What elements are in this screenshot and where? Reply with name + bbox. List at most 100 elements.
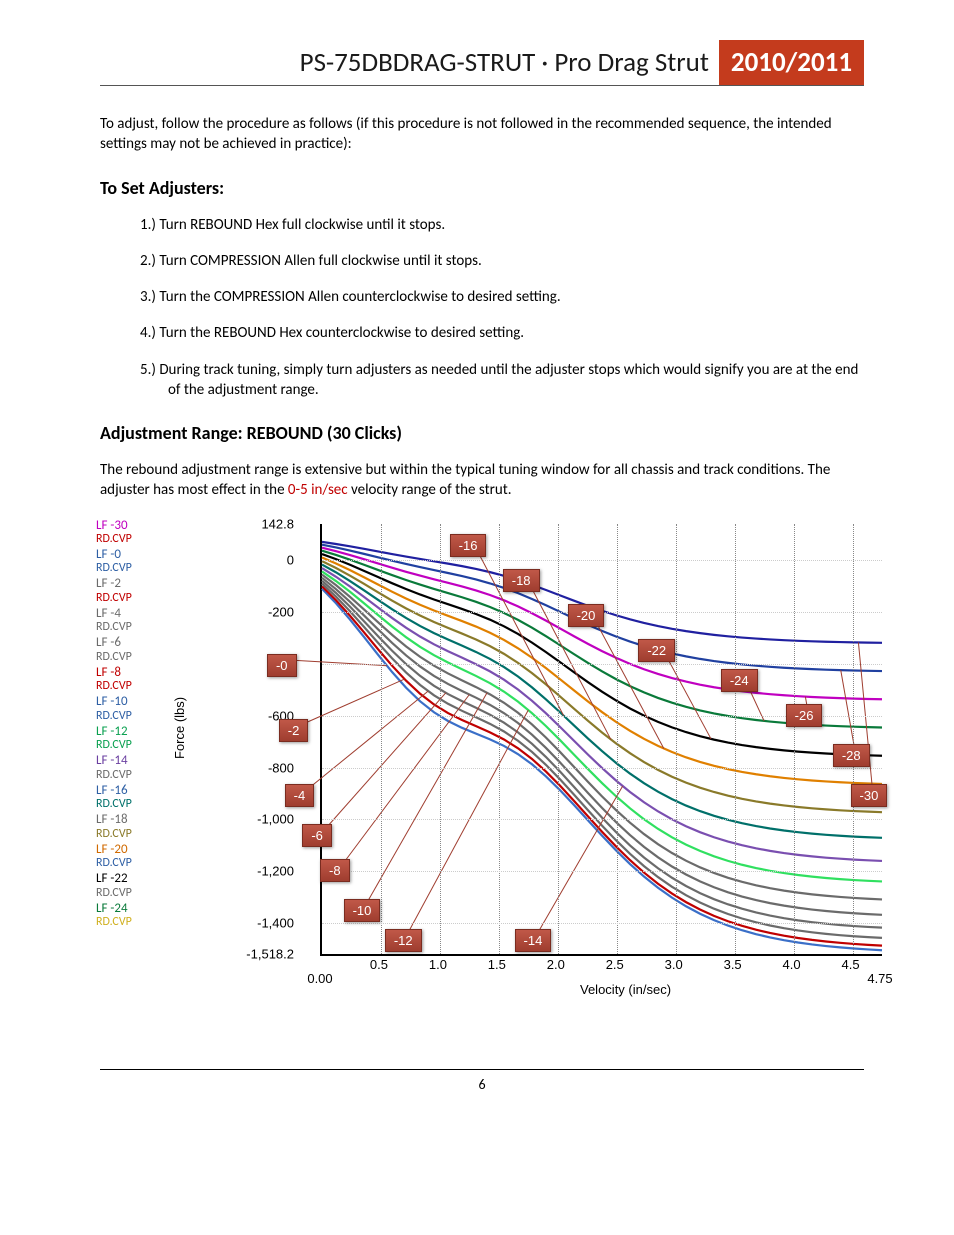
legend-rd: RD.CVP (96, 739, 166, 752)
legend-item: LF -8RD.CVP (96, 666, 166, 693)
legend-lf: LF -16 (96, 784, 166, 798)
series-callout: -20 (568, 604, 605, 627)
legend-rd: RD.CVP (96, 680, 166, 693)
x-tick: 3.5 (724, 957, 742, 972)
series-callout: -0 (267, 654, 297, 677)
legend-item: LF -12RD.CVP (96, 725, 166, 752)
legend-lf: LF -0 (96, 548, 166, 562)
x-axis-label: Velocity (in/sec) (580, 982, 671, 997)
step-item: 2.) Turn COMPRESSION Allen full clockwis… (140, 251, 864, 271)
series-callout: -10 (344, 899, 381, 922)
legend-rd: RD.CVP (96, 887, 166, 900)
legend-lf: LF -30 (96, 519, 166, 533)
y-tick: -1,518.2 (214, 946, 294, 961)
legend-rd: RD.CVP (96, 533, 166, 546)
legend-rd: RD.CVP (96, 769, 166, 782)
y-tick: -1,400 (214, 915, 294, 930)
plot-area (320, 524, 882, 956)
series-callout: -24 (721, 669, 758, 692)
y-tick: -200 (214, 605, 294, 620)
x-tick: 4.75 (867, 971, 892, 986)
legend-rd: RD.CVP (96, 651, 166, 664)
x-tick: 4.5 (841, 957, 859, 972)
legend-rd: RD.CVP (96, 798, 166, 811)
doc-year: 2010/2011 (719, 40, 864, 85)
page-footer: 6 (100, 1069, 864, 1093)
series-callout: -14 (515, 929, 552, 952)
legend-lf: LF -10 (96, 695, 166, 709)
x-tick: 4.0 (783, 957, 801, 972)
series-curve (322, 588, 882, 949)
step-item: 4.) Turn the REBOUND Hex counterclockwis… (140, 323, 864, 343)
doc-title: PS-75DBDRAG-STRUT · Pro Drag Strut (100, 40, 719, 85)
x-tick: 1.5 (488, 957, 506, 972)
legend-lf: LF -6 (96, 636, 166, 650)
legend-rd: RD.CVP (96, 562, 166, 575)
series-callout: -6 (302, 824, 332, 847)
legend-item: LF -16RD.CVP (96, 784, 166, 811)
steps-list: 1.) Turn REBOUND Hex full clockwise unti… (100, 215, 864, 401)
step-item: 1.) Turn REBOUND Hex full clockwise unti… (140, 215, 864, 235)
adjusters-heading: To Set Adjusters: (100, 177, 864, 199)
range-post: velocity range of the strut. (348, 481, 512, 499)
legend-rd: RD.CVP (96, 828, 166, 841)
series-callout: -22 (638, 639, 675, 662)
range-highlight: 0-5 in/sec (288, 481, 348, 499)
series-callout: -30 (851, 784, 888, 807)
y-tick: 142.8 (214, 516, 294, 531)
legend-lf: LF -14 (96, 754, 166, 768)
series-callout: -8 (320, 859, 350, 882)
series-callout: -12 (385, 929, 422, 952)
y-tick: 0 (214, 553, 294, 568)
legend-lf: LF -12 (96, 725, 166, 739)
legend-rd: RD.CVP (96, 710, 166, 723)
legend-item: LF -10RD.CVP (96, 695, 166, 722)
range-text: The rebound adjustment range is extensiv… (100, 460, 864, 501)
legend-rd: RD.CVP (96, 621, 166, 634)
legend-rd: RD.CVP (96, 916, 166, 929)
x-tick: 0.00 (307, 971, 332, 986)
legend-lf: LF -8 (96, 666, 166, 680)
legend-item: LF -22RD.CVP (96, 872, 166, 899)
legend-item: LF -6RD.CVP (96, 636, 166, 663)
y-tick: -1,000 (214, 812, 294, 827)
x-tick: 1.0 (429, 957, 447, 972)
y-tick: -1,200 (214, 864, 294, 879)
step-item: 3.) Turn the COMPRESSION Allen countercl… (140, 287, 864, 307)
x-tick: 2.5 (606, 957, 624, 972)
legend-item: LF -30RD.CVP (96, 519, 166, 546)
legend-item: LF -24RD.CVP (96, 902, 166, 929)
series-callout: -16 (450, 534, 487, 557)
y-axis-label: Force (lbs) (172, 696, 187, 758)
legend-lf: LF -24 (96, 902, 166, 916)
legend-lf: LF -18 (96, 813, 166, 827)
legend-rd: RD.CVP (96, 857, 166, 870)
legend-rd: RD.CVP (96, 592, 166, 605)
intro-text: To adjust, follow the procedure as follo… (100, 114, 864, 155)
page-number: 6 (478, 1076, 485, 1093)
chart-legend: LF -30RD.CVPLF -0RD.CVPLF -2RD.CVPLF -4R… (96, 519, 166, 932)
legend-lf: LF -20 (96, 843, 166, 857)
legend-item: LF -20RD.CVP (96, 843, 166, 870)
plot-svg (322, 524, 882, 954)
legend-item: LF -18RD.CVP (96, 813, 166, 840)
series-callout: -18 (503, 569, 540, 592)
x-tick: 0.5 (370, 957, 388, 972)
series-callout: -2 (279, 719, 309, 742)
series-callout: -28 (833, 744, 870, 767)
legend-lf: LF -2 (96, 577, 166, 591)
legend-item: LF -2RD.CVP (96, 577, 166, 604)
step-item: 5.) During track tuning, simply turn adj… (140, 360, 864, 401)
series-callout: -4 (285, 784, 315, 807)
legend-item: LF -0RD.CVP (96, 548, 166, 575)
doc-header: PS-75DBDRAG-STRUT · Pro Drag Strut 2010/… (100, 40, 864, 86)
legend-lf: LF -22 (96, 872, 166, 886)
x-tick: 2.0 (547, 957, 565, 972)
series-callout: -26 (786, 704, 823, 727)
legend-item: LF -4RD.CVP (96, 607, 166, 634)
y-tick: -800 (214, 760, 294, 775)
rebound-chart: LF -30RD.CVPLF -0RD.CVPLF -2RD.CVPLF -4R… (100, 519, 864, 1019)
x-tick: 3.0 (665, 957, 683, 972)
legend-lf: LF -4 (96, 607, 166, 621)
series-curve (322, 550, 882, 727)
